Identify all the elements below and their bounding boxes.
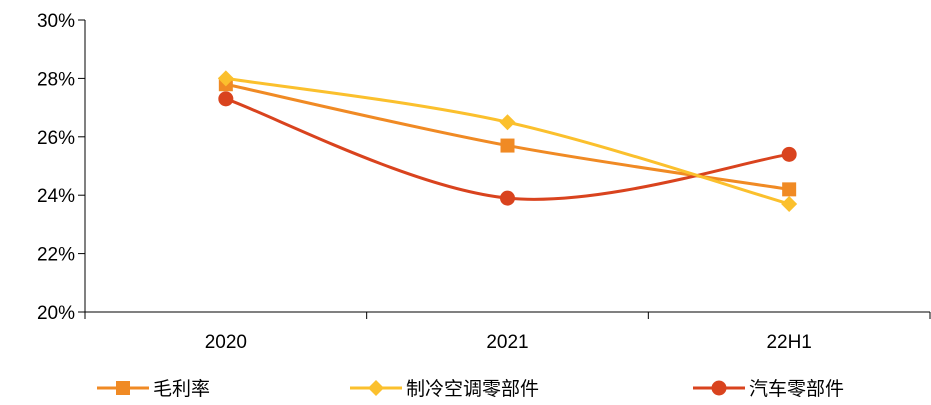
y-tick-label: 30% bbox=[37, 11, 75, 32]
legend-label: 制冷空调零部件 bbox=[406, 378, 539, 400]
y-tick-label: 26% bbox=[37, 128, 75, 149]
data-point bbox=[781, 146, 797, 162]
series-1 bbox=[217, 70, 798, 212]
data-point bbox=[500, 138, 515, 153]
legend-item: 制冷空调零部件 bbox=[350, 378, 539, 400]
series-layer bbox=[217, 70, 798, 212]
y-tick-label: 20% bbox=[37, 303, 75, 324]
x-tick-label: 2020 bbox=[205, 332, 247, 353]
y-tick-label: 28% bbox=[37, 69, 75, 90]
data-point bbox=[218, 91, 234, 107]
x-tick-label: 22H1 bbox=[766, 332, 811, 353]
legend-marker bbox=[116, 381, 130, 395]
legend-item: 毛利率 bbox=[97, 378, 210, 400]
legend-label: 汽车零部件 bbox=[749, 378, 844, 400]
legend-marker bbox=[711, 380, 727, 396]
data-point bbox=[217, 70, 234, 87]
data-point bbox=[500, 190, 515, 206]
legend-marker bbox=[368, 380, 384, 396]
series-2 bbox=[218, 91, 797, 206]
y-tick-label: 24% bbox=[37, 186, 75, 207]
y-axis: 20% 22% 24% 26% 28% 30% bbox=[37, 11, 86, 324]
x-tick-label: 2021 bbox=[486, 332, 528, 353]
y-tick-label: 22% bbox=[37, 245, 75, 266]
legend: 毛利率 制冷空调零部件 汽车零部件 bbox=[97, 378, 844, 400]
x-axis: 2020 2021 22H1 bbox=[84, 311, 931, 353]
legend-label: 毛利率 bbox=[153, 378, 210, 400]
data-point bbox=[781, 195, 798, 212]
data-point bbox=[782, 182, 797, 197]
data-point bbox=[499, 114, 516, 131]
legend-item: 汽车零部件 bbox=[693, 378, 844, 400]
